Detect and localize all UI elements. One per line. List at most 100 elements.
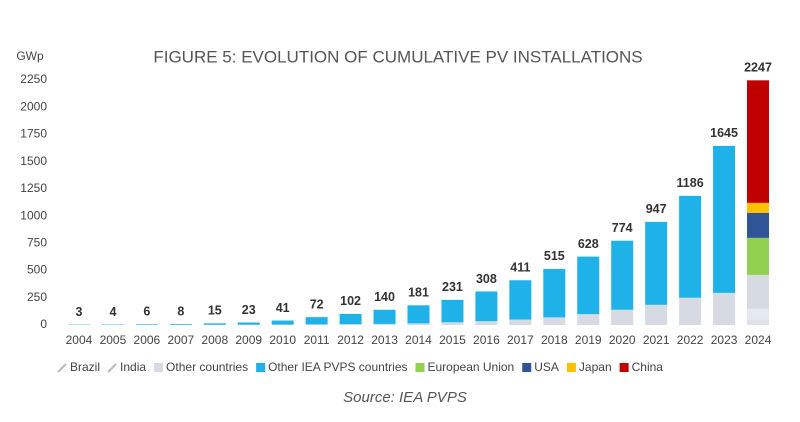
bar-segment xyxy=(747,308,770,320)
y-tick-label: 2250 xyxy=(20,72,47,86)
total-label: 231 xyxy=(442,280,463,294)
y-tick-label: 250 xyxy=(27,290,47,304)
x-tick-label: 2010 xyxy=(269,333,296,347)
legend-marker xyxy=(415,363,425,372)
bar-segment xyxy=(713,292,736,325)
source: Source: IEA PVPS xyxy=(343,389,467,406)
total-label: 628 xyxy=(578,237,599,251)
legend-label: India xyxy=(120,360,146,374)
bar-segment xyxy=(679,195,702,298)
x-tick-label: 2011 xyxy=(304,333,330,347)
x-tick-label: 2024 xyxy=(745,333,772,347)
total-label: 102 xyxy=(340,294,361,308)
x-tick-label: 2016 xyxy=(473,333,500,347)
legend-label: China xyxy=(632,360,664,374)
total-label: 2247 xyxy=(744,61,772,75)
x-tick-label: 2013 xyxy=(371,333,398,347)
bar-segment xyxy=(747,274,770,309)
x-tick-label: 2023 xyxy=(711,333,738,347)
x-tick-label: 2012 xyxy=(337,333,364,347)
y-tick-label: 2000 xyxy=(20,99,47,113)
bar-segment xyxy=(407,305,430,324)
bar-segment xyxy=(509,319,532,325)
bar-segment xyxy=(747,202,770,213)
bar-segment xyxy=(305,324,328,325)
x-tick-label: 2009 xyxy=(235,333,262,347)
y-tick-label: 0 xyxy=(40,317,47,331)
total-label: 308 xyxy=(476,272,497,286)
total-label: 23 xyxy=(242,303,256,317)
legend-marker xyxy=(522,363,532,372)
x-tick-label: 2014 xyxy=(405,333,432,347)
bar-segment xyxy=(305,317,328,325)
bar-segment xyxy=(339,324,362,325)
total-label: 947 xyxy=(646,202,667,216)
x-tick-label: 2019 xyxy=(575,333,602,347)
y-tick-label: 1500 xyxy=(20,154,47,168)
legend-marker xyxy=(107,363,117,373)
total-label: 181 xyxy=(408,286,429,300)
total-label: 140 xyxy=(374,290,395,304)
x-tick-label: 2004 xyxy=(66,333,93,347)
total-label: 8 xyxy=(177,304,184,318)
bar-segment xyxy=(747,212,770,238)
total-label: 1645 xyxy=(710,126,738,140)
total-label: 1186 xyxy=(677,176,704,190)
bar-segment xyxy=(203,323,226,325)
bar-segment xyxy=(271,320,294,325)
y-tick-label: 750 xyxy=(27,236,47,250)
x-tick-label: 2007 xyxy=(167,333,194,347)
bar-segment xyxy=(679,297,702,325)
bar-segment xyxy=(441,322,464,325)
legend-marker xyxy=(619,363,629,372)
x-tick-label: 2018 xyxy=(541,333,568,347)
legend-marker xyxy=(566,363,576,372)
legend-label: Other countries xyxy=(166,360,248,374)
total-label: 4 xyxy=(109,305,116,319)
x-tick-label: 2020 xyxy=(609,333,636,347)
legend-label: Brazil xyxy=(70,360,100,374)
legend-marker xyxy=(154,363,164,372)
total-label: 3 xyxy=(75,305,82,319)
legend-marker xyxy=(256,363,266,372)
bar-segment xyxy=(407,323,430,325)
total-label: 15 xyxy=(208,304,222,318)
bar-segment xyxy=(441,299,464,323)
bar-segment xyxy=(475,321,498,325)
bar-segment xyxy=(611,240,634,310)
x-tick-label: 2017 xyxy=(507,333,534,347)
legend-label: Other IEA PVPS countries xyxy=(268,360,407,374)
chart-title: FIGURE 5: EVOLUTION OF CUMULATIVE PV INS… xyxy=(153,47,642,66)
x-tick-label: 2008 xyxy=(201,333,228,347)
bar-segment xyxy=(135,324,158,325)
bar-segment xyxy=(543,268,566,318)
bar-segment xyxy=(237,322,260,325)
total-label: 774 xyxy=(612,221,633,235)
bar-segment xyxy=(747,80,770,203)
legend-label: Japan xyxy=(579,360,612,374)
x-tick-label: 2015 xyxy=(439,333,466,347)
total-label: 72 xyxy=(310,297,324,311)
total-label: 515 xyxy=(544,249,565,263)
legend-label: USA xyxy=(534,360,559,374)
total-label: 6 xyxy=(143,305,150,319)
bar-segment xyxy=(509,280,532,320)
bar-segment xyxy=(169,324,192,325)
x-tick-label: 2022 xyxy=(677,333,704,347)
y-axis-label: GWp xyxy=(16,49,44,63)
total-label: 41 xyxy=(276,301,290,315)
bar-segment xyxy=(611,309,634,325)
y-tick-label: 500 xyxy=(27,263,47,277)
bar-segment xyxy=(475,291,498,322)
y-tick-label: 1750 xyxy=(20,127,47,141)
y-tick-label: 1250 xyxy=(20,181,47,195)
total-label: 411 xyxy=(510,261,530,275)
legend-label: European Union xyxy=(428,360,515,374)
x-tick-label: 2005 xyxy=(100,333,127,347)
bar-segment xyxy=(713,145,736,293)
bar-segment xyxy=(577,256,600,315)
bar-segment xyxy=(373,323,396,325)
bar-segment xyxy=(747,319,770,325)
bar-segment xyxy=(645,304,668,325)
